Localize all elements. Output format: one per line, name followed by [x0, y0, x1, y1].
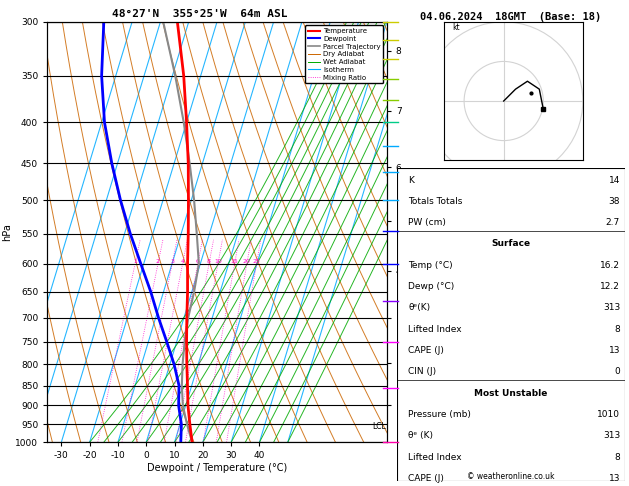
Text: Dewp (°C): Dewp (°C) [408, 282, 455, 291]
Text: 48°27'N  355°25'W  64m ASL: 48°27'N 355°25'W 64m ASL [112, 9, 288, 19]
Text: Lifted Index: Lifted Index [408, 325, 462, 334]
Legend: Temperature, Dewpoint, Parcel Trajectory, Dry Adiabat, Wet Adiabat, Isotherm, Mi: Temperature, Dewpoint, Parcel Trajectory… [305, 25, 383, 83]
Text: 313: 313 [603, 431, 620, 440]
Text: 8: 8 [615, 452, 620, 462]
Text: CAPE (J): CAPE (J) [408, 346, 444, 355]
Text: PW (cm): PW (cm) [408, 218, 446, 227]
Text: Most Unstable: Most Unstable [474, 389, 547, 398]
X-axis label: Dewpoint / Temperature (°C): Dewpoint / Temperature (°C) [147, 463, 287, 473]
Text: 10: 10 [214, 259, 222, 264]
Text: 13: 13 [608, 346, 620, 355]
Text: 6: 6 [196, 259, 200, 264]
Text: © weatheronline.co.uk: © weatheronline.co.uk [467, 472, 554, 481]
Text: 2: 2 [156, 259, 160, 264]
Y-axis label: km
ASL: km ASL [404, 223, 426, 241]
Text: Pressure (mb): Pressure (mb) [408, 410, 471, 419]
Text: 12.2: 12.2 [600, 282, 620, 291]
Text: 38: 38 [608, 197, 620, 206]
Text: 8: 8 [615, 325, 620, 334]
Text: K: K [408, 175, 414, 185]
Text: 16.2: 16.2 [600, 261, 620, 270]
Text: CIN (J): CIN (J) [408, 367, 437, 376]
Text: 20: 20 [243, 259, 251, 264]
Text: θᵉ(K): θᵉ(K) [408, 303, 430, 312]
Text: Surface: Surface [491, 240, 530, 248]
Text: 8: 8 [207, 259, 211, 264]
Text: 1: 1 [133, 259, 137, 264]
Text: 13: 13 [608, 474, 620, 483]
Text: Totals Totals: Totals Totals [408, 197, 463, 206]
Text: LCL: LCL [372, 422, 386, 432]
Text: Temp (°C): Temp (°C) [408, 261, 453, 270]
Text: 3: 3 [170, 259, 174, 264]
Text: kt: kt [452, 23, 460, 32]
Text: 2.7: 2.7 [606, 218, 620, 227]
Text: θᵉ (K): θᵉ (K) [408, 431, 433, 440]
Text: 15: 15 [231, 259, 238, 264]
Text: Lifted Index: Lifted Index [408, 452, 462, 462]
Text: 4: 4 [181, 259, 184, 264]
Text: 14: 14 [609, 175, 620, 185]
Text: 313: 313 [603, 303, 620, 312]
Text: 0: 0 [615, 367, 620, 376]
Text: 04.06.2024  18GMT  (Base: 18): 04.06.2024 18GMT (Base: 18) [420, 12, 601, 22]
Y-axis label: hPa: hPa [3, 223, 13, 241]
Text: CAPE (J): CAPE (J) [408, 474, 444, 483]
Text: 25: 25 [253, 259, 260, 264]
Text: 1010: 1010 [597, 410, 620, 419]
